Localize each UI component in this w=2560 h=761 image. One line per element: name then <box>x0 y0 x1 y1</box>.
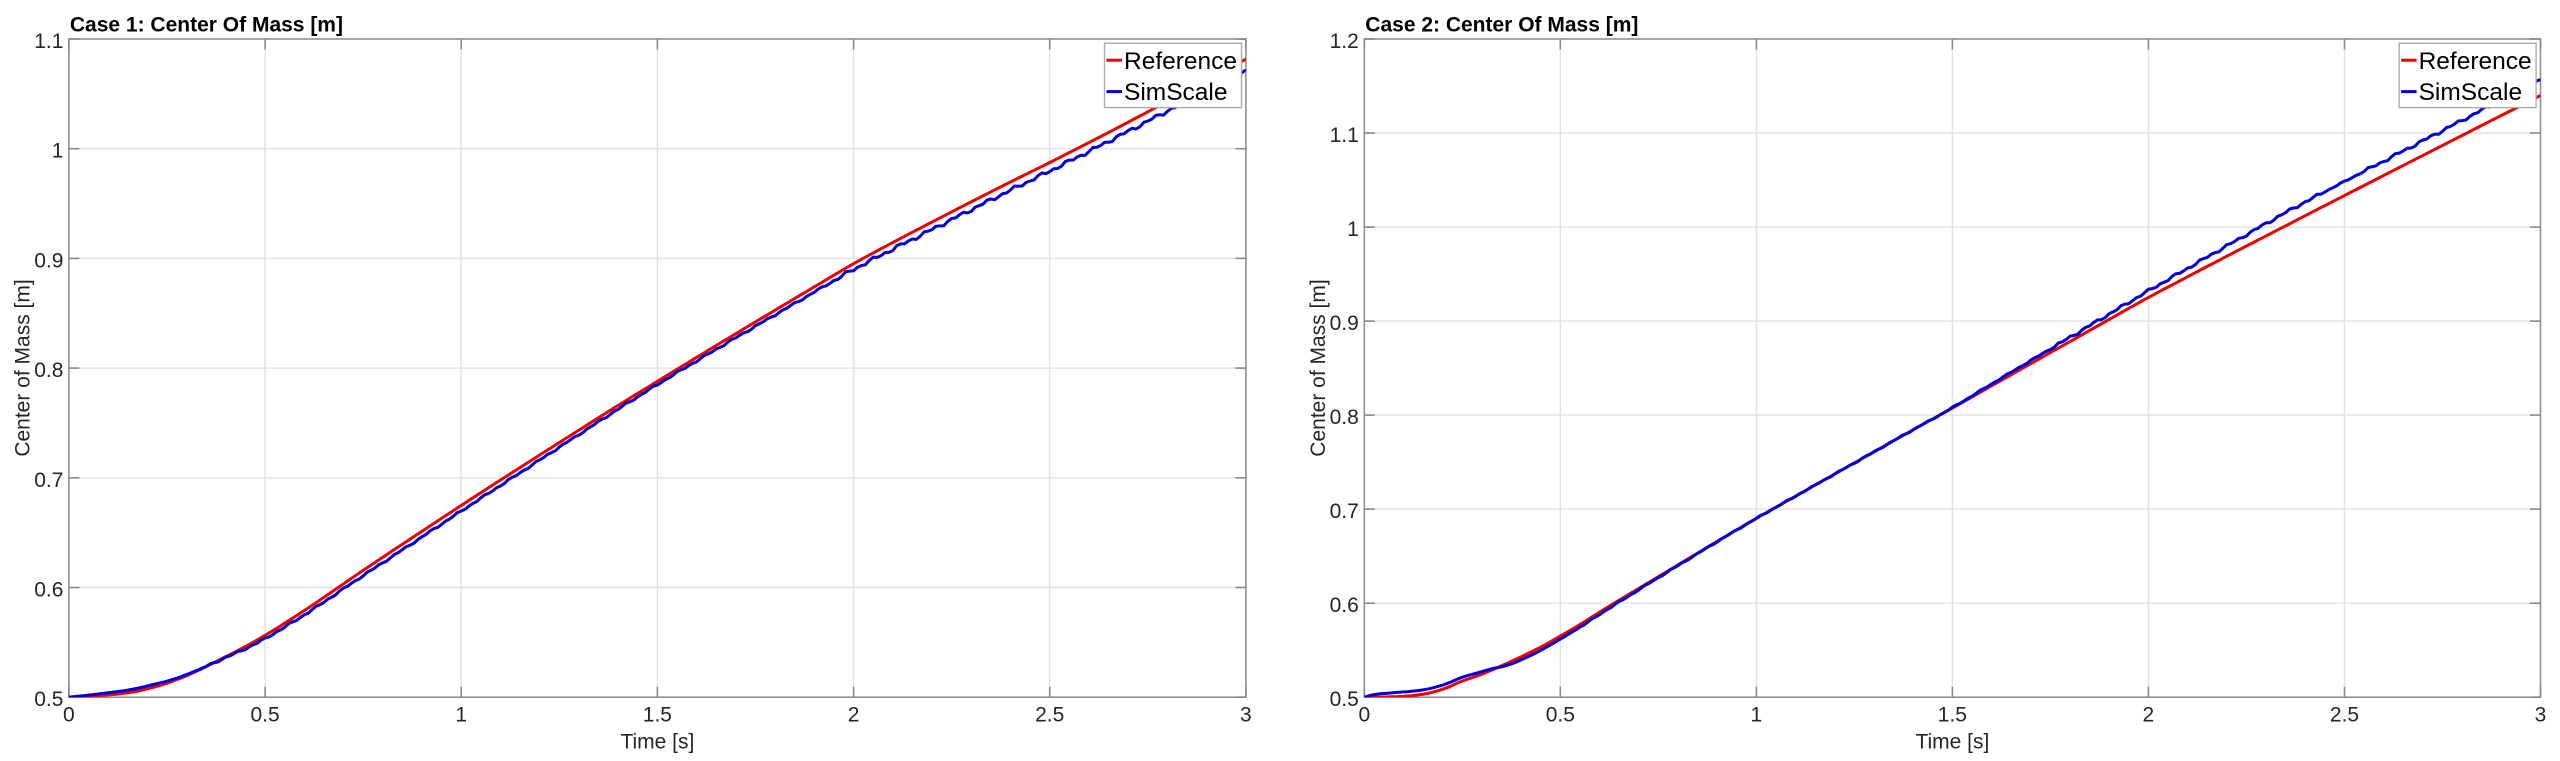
svg-text:0.5: 0.5 <box>250 704 279 727</box>
svg-text:0.5: 0.5 <box>1330 688 1359 711</box>
svg-text:1.5: 1.5 <box>1938 704 1967 727</box>
svg-text:1.1: 1.1 <box>1330 124 1359 147</box>
svg-text:Reference: Reference <box>1124 48 1237 75</box>
svg-text:0.5: 0.5 <box>1546 704 1575 727</box>
svg-text:1.5: 1.5 <box>643 704 672 727</box>
svg-text:1: 1 <box>1751 704 1763 727</box>
svg-text:0.5: 0.5 <box>34 688 63 711</box>
svg-text:Center of Mass [m]: Center of Mass [m] <box>11 279 34 456</box>
svg-text:2.5: 2.5 <box>2330 704 2359 727</box>
svg-text:SimScale: SimScale <box>1124 79 1227 106</box>
svg-text:0.6: 0.6 <box>1330 594 1359 617</box>
svg-text:1: 1 <box>455 704 467 727</box>
svg-text:0.8: 0.8 <box>1330 406 1359 429</box>
svg-text:2: 2 <box>2143 704 2155 727</box>
svg-text:2.5: 2.5 <box>1035 704 1064 727</box>
svg-text:0.7: 0.7 <box>34 469 63 492</box>
svg-text:1.1: 1.1 <box>34 30 63 53</box>
svg-text:3: 3 <box>2535 704 2547 727</box>
svg-text:Case 2: Center Of Mass [m]: Case 2: Center Of Mass [m] <box>1365 14 1638 37</box>
svg-text:Time [s]: Time [s] <box>620 731 694 754</box>
svg-text:Time [s]: Time [s] <box>1915 731 1989 754</box>
svg-text:0.6: 0.6 <box>34 579 63 602</box>
svg-text:0: 0 <box>1358 704 1370 727</box>
svg-text:3: 3 <box>1240 704 1252 727</box>
svg-text:0: 0 <box>63 704 75 727</box>
svg-text:0.9: 0.9 <box>1330 312 1359 335</box>
svg-text:Reference: Reference <box>2419 48 2532 75</box>
svg-text:Case 1: Center Of Mass [m]: Case 1: Center Of Mass [m] <box>70 14 343 37</box>
svg-text:1: 1 <box>52 140 64 163</box>
svg-text:0.9: 0.9 <box>34 249 63 272</box>
svg-text:1.2: 1.2 <box>1330 30 1359 53</box>
svg-text:Center of Mass [m]: Center of Mass [m] <box>1307 279 1330 456</box>
svg-text:1: 1 <box>1347 218 1359 241</box>
svg-text:SimScale: SimScale <box>2419 79 2522 106</box>
svg-text:2: 2 <box>848 704 860 727</box>
svg-text:0.7: 0.7 <box>1330 500 1359 523</box>
svg-text:0.8: 0.8 <box>34 359 63 382</box>
